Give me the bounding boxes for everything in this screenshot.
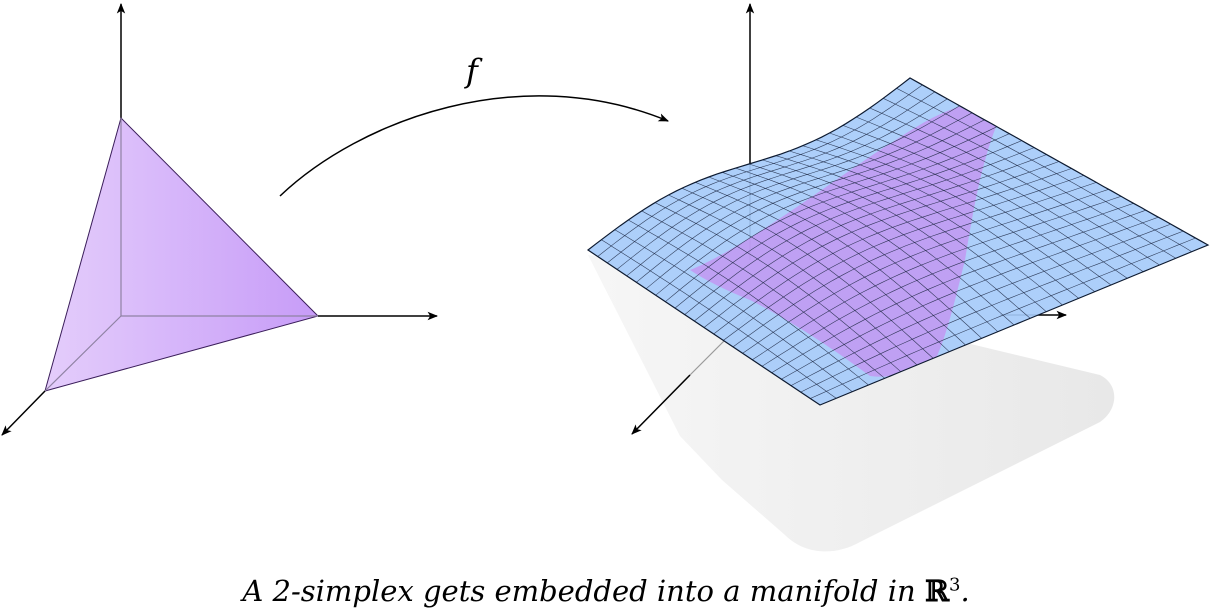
- caption-text: A 2-simplex gets embedded into a manifol…: [242, 574, 925, 608]
- left-x-axis: [1, 390, 46, 436]
- caption-exponent: 3: [948, 574, 961, 596]
- mesh-line: [883, 98, 1176, 259]
- manifold-figure: [586, 2, 1210, 552]
- caption-space-symbol: ℝ: [924, 574, 949, 608]
- mesh-line: [869, 107, 1160, 266]
- simplex-figure: [1, 2, 439, 436]
- mesh-line: [800, 230, 1184, 393]
- map-arrow: [279, 95, 669, 197]
- hidden-edge: [44, 315, 122, 392]
- mesh-line: [856, 116, 1144, 272]
- surface-outline: [586, 77, 1210, 406]
- right-x-axis: [631, 374, 691, 435]
- figure-caption: A 2-simplex gets embedded into a manifol…: [0, 574, 1212, 608]
- mesh-line: [810, 237, 1196, 399]
- surface-mesh: [597, 84, 1196, 399]
- caption-suffix: .: [960, 574, 970, 608]
- embedded-simplex-region: [690, 98, 1010, 377]
- mesh-line: [896, 88, 1192, 252]
- map-label-f: f: [466, 52, 478, 90]
- simplex-triangle: [44, 117, 319, 392]
- mesh-line: [790, 223, 1171, 386]
